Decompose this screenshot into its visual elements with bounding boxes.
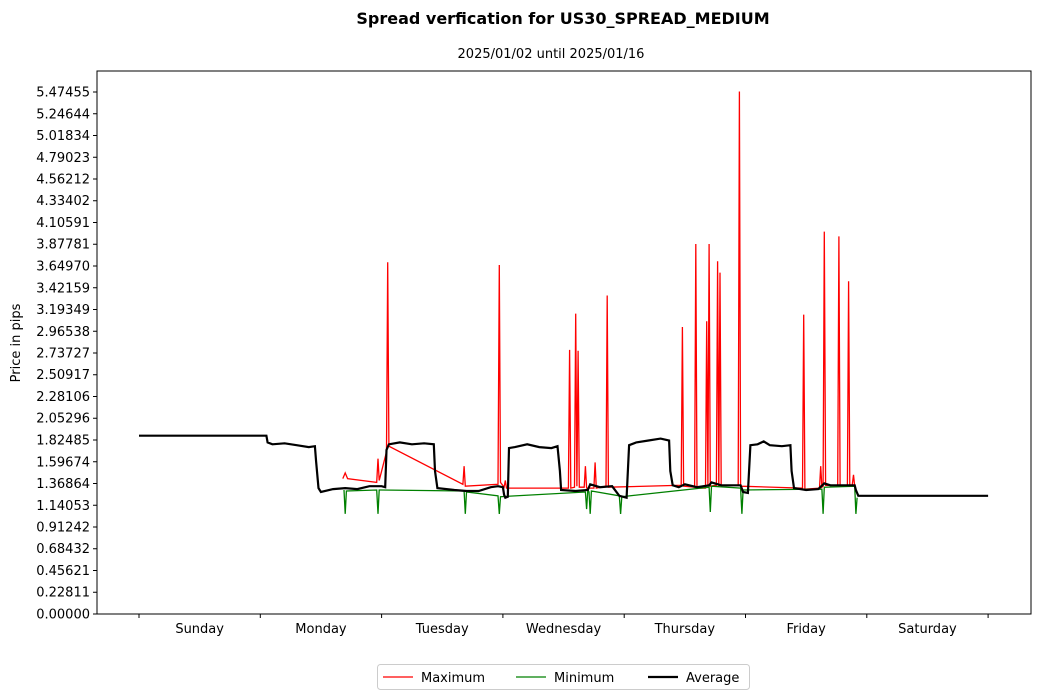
y-tick-label: 2.05296	[36, 412, 90, 427]
legend-box	[377, 664, 750, 690]
chart-title: Spread verfication for US30_SPREAD_MEDIU…	[356, 9, 769, 28]
legend-label: Average	[686, 671, 739, 686]
series-line-average	[139, 434, 989, 500]
x-tick-label: Saturday	[898, 622, 957, 637]
y-tick-label: 1.59674	[36, 455, 90, 470]
legend-items: Maximum Minimum Average	[383, 671, 739, 686]
y-tick-label: 0.45621	[36, 564, 90, 579]
series-line-minimum	[343, 485, 858, 514]
ticks-layer: 0.00000 0.22811 0.45621 0.68432 0.91242 1.140…	[36, 86, 989, 637]
y-tick-label: 5.24644	[36, 107, 90, 122]
y-tick-label: 4.56212	[36, 173, 90, 188]
y-tick-label: 1.14053	[36, 499, 90, 514]
x-tick-label: Friday	[786, 622, 826, 637]
y-tick-label: 5.01834	[36, 129, 90, 144]
y-tick-label: 0.22811	[36, 586, 90, 601]
y-tick-label: 2.50917	[36, 368, 90, 383]
series-line-maximum	[342, 91, 856, 490]
y-tick-label: 3.42159	[36, 281, 90, 296]
y-tick-label: 4.10591	[36, 216, 90, 231]
y-tick-label: 4.33402	[36, 194, 90, 209]
y-tick-label: 2.73727	[36, 347, 90, 362]
y-tick-label: 0.00000	[36, 608, 90, 623]
y-tick-label: 1.82485	[36, 434, 90, 449]
x-tick-label: Wednesday	[526, 622, 602, 637]
legend-label: Maximum	[421, 671, 485, 686]
y-tick-label: 0.68432	[36, 542, 90, 557]
legend: Maximum Minimum Average	[377, 664, 750, 690]
x-tick-label: Tuesday	[415, 622, 469, 637]
legend-label: Minimum	[554, 671, 614, 686]
y-tick-label: 5.47455	[36, 86, 90, 101]
y-axis-label: Price in pips	[9, 303, 24, 382]
y-tick-label: 3.87781	[36, 238, 90, 253]
y-tick-label: 4.79023	[36, 151, 90, 166]
x-tick-label: Sunday	[175, 622, 224, 637]
x-tick-label: Thursday	[654, 622, 716, 637]
y-tick-label: 0.91242	[36, 521, 90, 536]
y-tick-label: 1.36864	[36, 477, 90, 492]
y-tick-label: 2.96538	[36, 325, 90, 340]
series-layer	[139, 91, 989, 514]
y-tick-label: 2.28106	[36, 390, 90, 405]
y-tick-label: 3.64970	[36, 260, 90, 275]
x-tick-label: Monday	[295, 622, 347, 637]
chart-subtitle: 2025/01/02 until 2025/01/16	[458, 47, 645, 62]
plot-frame	[96, 70, 1032, 615]
y-tick-label: 3.19349	[36, 303, 90, 318]
